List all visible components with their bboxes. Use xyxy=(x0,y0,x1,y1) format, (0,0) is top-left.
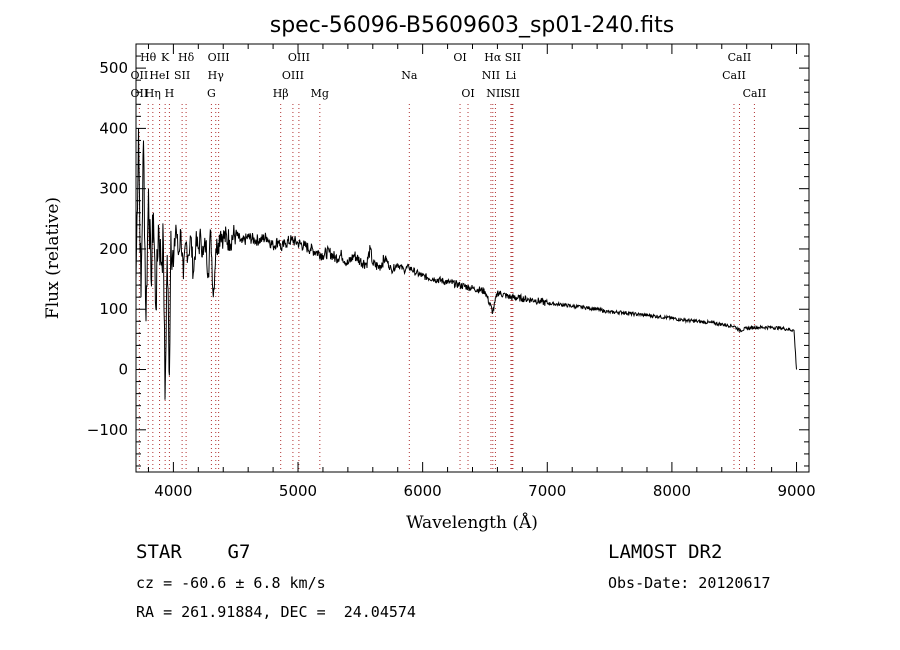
chart-title: spec-56096-B5609603_sp01-240.fits xyxy=(270,13,675,38)
line-label: Hα xyxy=(484,51,502,64)
y-tick-label: 0 xyxy=(118,361,128,379)
velocity-label: cz = -60.6 ± 6.8 km/s xyxy=(136,574,326,592)
line-label: SII xyxy=(174,69,190,82)
line-label: Hδ xyxy=(178,51,195,64)
line-label: NII xyxy=(482,69,500,82)
y-tick-label: 200 xyxy=(99,240,128,258)
line-label: OI xyxy=(453,51,466,64)
line-label: Mg xyxy=(311,87,329,100)
x-tick-label: 5000 xyxy=(279,482,317,500)
line-label: Hβ xyxy=(273,87,289,100)
x-tick-label: 9000 xyxy=(777,482,815,500)
coordinates-label: RA = 261.91884, DEC = 24.04574 xyxy=(136,603,416,621)
line-label: Hη xyxy=(145,87,161,100)
line-label: H xyxy=(165,87,175,100)
line-label: K xyxy=(161,51,170,64)
line-label: Na xyxy=(401,69,418,82)
x-tick-label: 6000 xyxy=(404,482,442,500)
plot-frame xyxy=(135,43,810,473)
line-label: Li xyxy=(505,69,516,82)
line-label: G xyxy=(207,87,216,100)
line-label: HeI xyxy=(149,69,169,82)
line-label: OIII xyxy=(282,69,304,82)
line-label: OIII xyxy=(208,51,230,64)
line-label: Hγ xyxy=(208,69,225,82)
y-axis: −100 0 100 200 300 400 500 xyxy=(87,43,809,467)
survey-label: LAMOST DR2 xyxy=(608,541,723,563)
x-tick-label: 8000 xyxy=(653,482,691,500)
spectrum-series xyxy=(135,128,797,400)
line-label: CaII xyxy=(722,69,746,82)
x-axis: 4000 5000 6000 7000 8000 9000 xyxy=(147,44,816,500)
line-label: NII xyxy=(486,87,504,100)
x-tick-label: 7000 xyxy=(528,482,566,500)
line-label: OII xyxy=(131,69,149,82)
x-axis-label: Wavelength (Å) xyxy=(406,512,538,533)
y-tick-label: 100 xyxy=(99,300,128,318)
y-tick-label: 500 xyxy=(99,59,128,77)
classification-label: STAR G7 xyxy=(136,541,251,563)
line-label: OIII xyxy=(288,51,310,64)
y-tick-label: 400 xyxy=(99,119,128,137)
line-label: OII xyxy=(131,87,149,100)
line-label: SII xyxy=(504,87,520,100)
obs-date-label: Obs-Date: 20120617 xyxy=(608,574,771,592)
line-label: Hθ xyxy=(140,51,157,64)
line-label: OI xyxy=(461,87,474,100)
y-tick-label: −100 xyxy=(87,421,128,439)
y-axis-label: Flux (relative) xyxy=(43,197,63,319)
line-label: CaII xyxy=(743,87,767,100)
line-label: SII xyxy=(505,51,521,64)
x-tick-label: 4000 xyxy=(154,482,192,500)
line-label: CaII xyxy=(728,51,752,64)
y-tick-label: 300 xyxy=(99,180,128,198)
